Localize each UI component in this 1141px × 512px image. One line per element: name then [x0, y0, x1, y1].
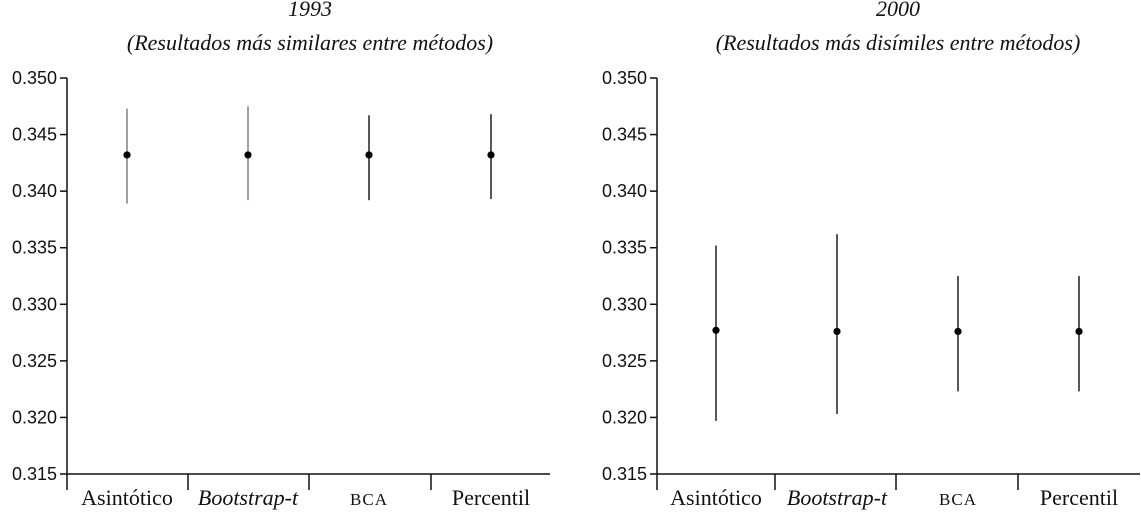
- y-tick-label: 0.340: [12, 181, 57, 201]
- x-category-label: BCA: [350, 490, 388, 509]
- x-category-label: Asintótico: [81, 485, 173, 510]
- estimate-point: [244, 151, 252, 159]
- estimate-point: [833, 327, 841, 336]
- x-category-label: Asintótico: [670, 485, 762, 510]
- y-tick-label: 0.330: [12, 294, 57, 314]
- y-axis-ticks: 0.315 0.320 0.325 0.330 0.335 0.340 0.345 0.350: [12, 68, 67, 484]
- interval-marks: [712, 234, 1083, 421]
- y-tick-label: 0.335: [12, 238, 57, 258]
- y-tick-label: 0.325: [12, 351, 57, 371]
- x-category-label: Bootstrap-t: [787, 485, 888, 510]
- panel-title: 2000: [876, 0, 920, 21]
- x-category-label: Percentil: [1040, 485, 1118, 510]
- y-tick-label: 0.315: [12, 464, 57, 484]
- estimate-point: [712, 326, 720, 334]
- y-tick-label: 0.325: [602, 351, 647, 371]
- x-category-label: BCA: [939, 490, 977, 509]
- x-category-label: Percentil: [452, 485, 530, 510]
- y-tick-label: 0.350: [12, 68, 57, 88]
- panel-title: 1993: [288, 0, 332, 21]
- interval-marks: [123, 106, 495, 204]
- y-tick-label: 0.345: [602, 125, 647, 145]
- y-tick-label: 0.340: [602, 181, 647, 201]
- panel-subtitle: (Resultados más disímiles entre métodos): [716, 30, 1081, 55]
- y-tick-label: 0.315: [602, 464, 647, 484]
- panel-subtitle: (Resultados más similares entre métodos): [127, 30, 493, 55]
- x-axis-categories: Asintótico Bootstrap-t BCA Percentil: [670, 485, 1118, 510]
- y-tick-label: 0.330: [602, 294, 647, 314]
- y-tick-label: 0.320: [602, 407, 647, 427]
- axes: [66, 78, 550, 490]
- x-axis-categories: Asintótico Bootstrap-t BCA Percentil: [81, 485, 530, 510]
- y-tick-label: 0.350: [602, 68, 647, 88]
- estimate-point: [123, 151, 131, 159]
- estimate-point: [954, 327, 962, 336]
- axes: [656, 78, 1140, 490]
- y-axis-ticks: 0.315 0.320 0.325 0.330 0.335 0.340 0.345 0.350: [602, 68, 657, 484]
- panel-1993: 1993 (Resultados más similares entre mét…: [12, 0, 550, 510]
- y-tick-label: 0.320: [12, 407, 57, 427]
- estimate-point: [487, 151, 495, 159]
- panel-2000: 2000 (Resultados más disímiles entre mét…: [602, 0, 1140, 510]
- y-tick-label: 0.345: [12, 125, 57, 145]
- estimate-point: [365, 151, 373, 159]
- y-tick-label: 0.335: [602, 238, 647, 258]
- estimate-point: [1075, 327, 1083, 336]
- x-category-label: Bootstrap-t: [198, 485, 299, 510]
